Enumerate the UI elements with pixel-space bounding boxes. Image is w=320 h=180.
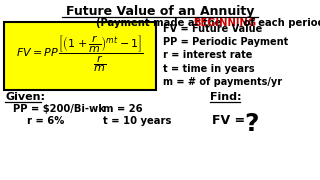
- Text: PP = Periodic Payment: PP = Periodic Payment: [163, 37, 288, 47]
- Text: (Payment made at the: (Payment made at the: [96, 18, 225, 28]
- Text: t = time in years: t = time in years: [163, 64, 255, 74]
- Text: of each period): of each period): [240, 18, 320, 28]
- Text: Future Value of an Annuity: Future Value of an Annuity: [66, 5, 254, 18]
- Text: Find:: Find:: [210, 92, 242, 102]
- Text: FV =: FV =: [212, 114, 250, 127]
- Text: Given:: Given:: [5, 92, 45, 102]
- Text: m = # of payments/yr: m = # of payments/yr: [163, 77, 282, 87]
- Text: BEGINNING: BEGINNING: [193, 18, 256, 28]
- Text: FV = Future Value: FV = Future Value: [163, 24, 262, 34]
- Text: t = 10 years: t = 10 years: [103, 116, 172, 126]
- FancyBboxPatch shape: [4, 22, 156, 90]
- Text: $FV = PP\,\dfrac{\left[\left(1+\dfrac{r}{m}\right)^{mt}-1\right]}{\dfrac{r}{m}}$: $FV = PP\,\dfrac{\left[\left(1+\dfrac{r}…: [16, 33, 144, 75]
- Text: PP = $200/Bi-wk: PP = $200/Bi-wk: [13, 104, 105, 114]
- Text: r = 6%: r = 6%: [27, 116, 64, 126]
- Text: r = interest rate: r = interest rate: [163, 50, 252, 60]
- Text: ?: ?: [244, 112, 259, 136]
- Text: m = 26: m = 26: [103, 104, 143, 114]
